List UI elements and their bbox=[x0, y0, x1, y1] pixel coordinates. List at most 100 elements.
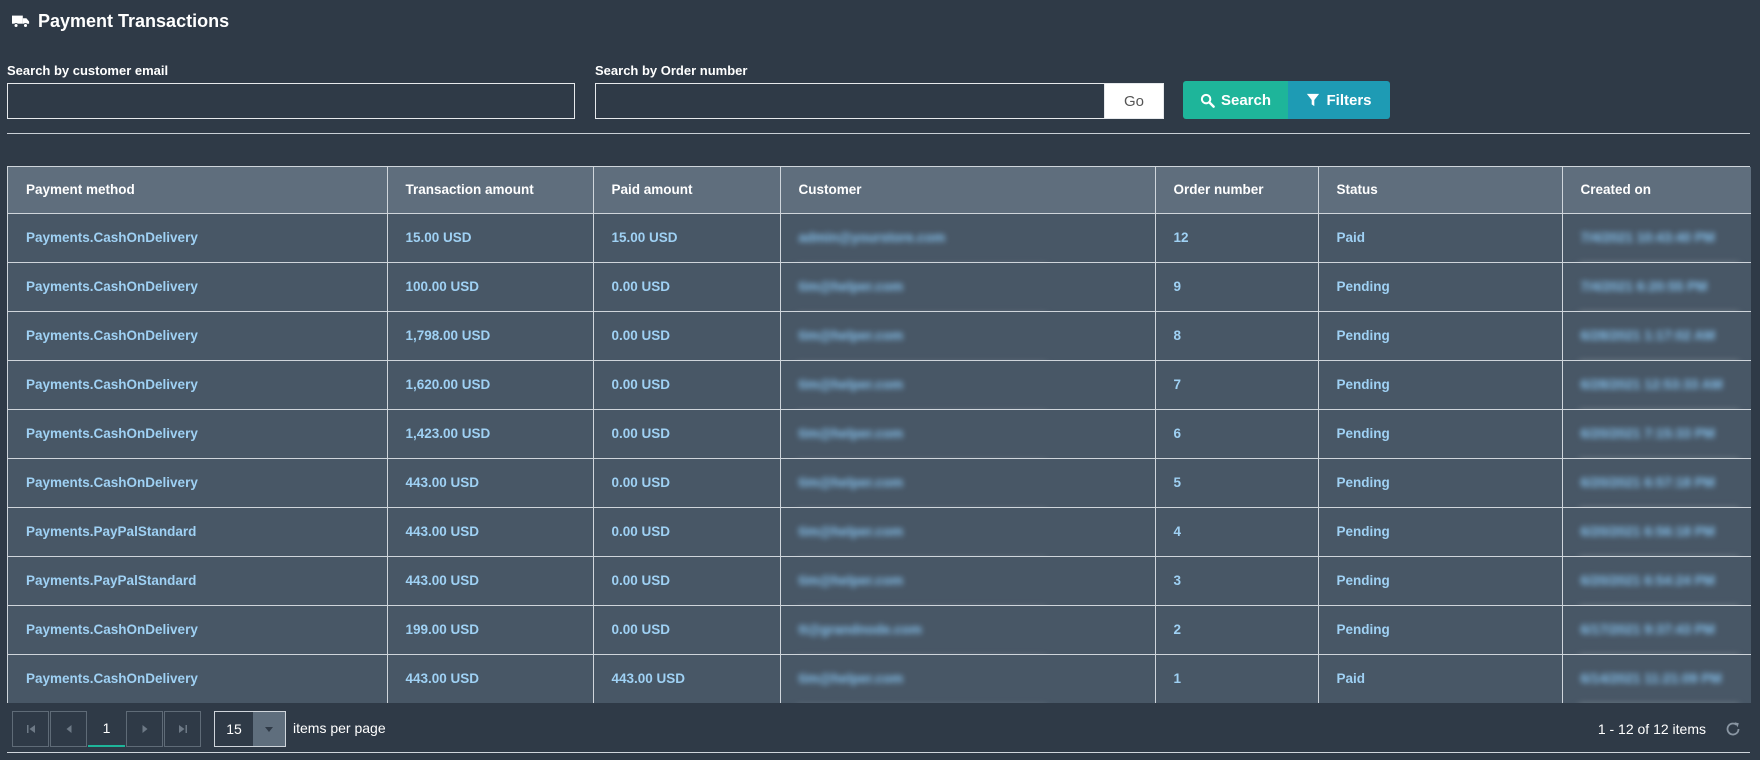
refresh-icon[interactable] bbox=[1724, 720, 1742, 738]
previous-page-button[interactable] bbox=[50, 711, 87, 747]
column-header-order-number[interactable]: Order number bbox=[1155, 167, 1319, 214]
transaction-amount-cell: 443.00 USD bbox=[387, 654, 594, 703]
table-row[interactable]: Payments.CashOnDelivery 100.00 USD 0.00 US… bbox=[8, 262, 1751, 312]
grid-header-row: Payment method Transaction amount Paid a… bbox=[8, 167, 1751, 214]
transaction-amount-cell: 199.00 USD bbox=[387, 605, 594, 655]
table-row[interactable]: Payments.PayPalStandard 443.00 USD 0.00 US… bbox=[8, 507, 1751, 557]
page-size-select[interactable]: 15 bbox=[214, 711, 286, 747]
customer-email: admin@yourstore.com bbox=[799, 230, 946, 245]
last-page-button[interactable] bbox=[164, 711, 201, 747]
order-number-cell: 8 bbox=[1155, 311, 1319, 361]
transaction-amount-cell: 443.00 USD bbox=[387, 507, 594, 557]
order-number-cell: 4 bbox=[1155, 507, 1319, 557]
created-date: 6/20/2021 7:15:33 PM bbox=[1581, 426, 1715, 441]
customer-email: tim@helper.com bbox=[799, 279, 904, 294]
next-page-button[interactable] bbox=[126, 711, 163, 747]
transaction-amount-cell: 15.00 USD bbox=[387, 213, 594, 263]
transaction-amount-cell: 443.00 USD bbox=[387, 556, 594, 606]
next-page-icon bbox=[142, 725, 147, 733]
payment-method-cell: Payments.PayPalStandard bbox=[8, 507, 388, 557]
payment-method-cell: Payments.CashOnDelivery bbox=[8, 409, 388, 459]
customer-cell: tim@helper.com bbox=[780, 360, 1156, 410]
paid-amount-cell: 0.00 USD bbox=[593, 409, 781, 459]
payment-method-cell: Payments.CashOnDelivery bbox=[8, 654, 388, 703]
go-button[interactable]: Go bbox=[1104, 83, 1164, 119]
page-title: Payment Transactions bbox=[38, 10, 230, 31]
search-button[interactable]: Search bbox=[1183, 81, 1288, 119]
created-date: 6/20/2021 6:56:18 PM bbox=[1581, 524, 1715, 539]
customer-email: tim@helper.com bbox=[799, 671, 904, 686]
customer-email: tim@helper.com bbox=[799, 377, 904, 392]
table-row[interactable]: Payments.CashOnDelivery 15.00 USD 15.00 US… bbox=[8, 213, 1751, 263]
customer-cell: tim@helper.com bbox=[780, 507, 1156, 557]
status-cell: Pending bbox=[1318, 262, 1563, 312]
table-row[interactable]: Payments.CashOnDelivery 443.00 USD 0.00 US… bbox=[8, 458, 1751, 508]
order-search-label: Search by Order number bbox=[595, 63, 748, 78]
created-on-cell: 6/20/2021 6:57:18 PM bbox=[1562, 458, 1751, 508]
table-row[interactable]: Payments.PayPalStandard 443.00 USD 0.00 US… bbox=[8, 556, 1751, 606]
created-date: 6/20/2021 6:54:24 PM bbox=[1581, 573, 1715, 588]
customer-cell: tim@helper.com bbox=[780, 654, 1156, 703]
page-size-value: 15 bbox=[226, 721, 242, 737]
paid-amount-cell: 0.00 USD bbox=[593, 311, 781, 361]
table-row[interactable]: Payments.CashOnDelivery 1,798.00 USD 0.00 … bbox=[8, 311, 1751, 361]
payment-method-cell: Payments.CashOnDelivery bbox=[8, 262, 388, 312]
page-header: Payment Transactions bbox=[12, 8, 229, 34]
created-on-cell: 6/28/2021 12:53:33 AM bbox=[1562, 360, 1751, 410]
order-number-cell: 9 bbox=[1155, 262, 1319, 312]
column-header-transaction-amount[interactable]: Transaction amount bbox=[387, 167, 594, 214]
order-number-cell: 1 bbox=[1155, 654, 1319, 703]
created-on-cell: 6/14/2021 11:21:09 PM bbox=[1562, 654, 1751, 703]
customer-email: tim@helper.com bbox=[799, 328, 904, 343]
customer-email: tim@helper.com bbox=[799, 573, 904, 588]
order-search-input[interactable] bbox=[595, 83, 1105, 119]
paid-amount-cell: 15.00 USD bbox=[593, 213, 781, 263]
created-date: 6/17/2021 9:37:43 PM bbox=[1581, 622, 1715, 637]
search-icon bbox=[1200, 93, 1215, 108]
status-cell: Pending bbox=[1318, 556, 1563, 606]
current-page[interactable]: 1 bbox=[88, 711, 125, 747]
table-row[interactable]: Payments.CashOnDelivery 443.00 USD 443.00 … bbox=[8, 654, 1751, 703]
created-on-cell: 6/28/2021 1:17:02 AM bbox=[1562, 311, 1751, 361]
email-search-label: Search by customer email bbox=[7, 63, 169, 78]
chevron-down-icon[interactable] bbox=[253, 712, 285, 746]
transaction-amount-cell: 1,423.00 USD bbox=[387, 409, 594, 459]
order-number-cell: 3 bbox=[1155, 556, 1319, 606]
created-on-cell: 6/20/2021 6:56:18 PM bbox=[1562, 507, 1751, 557]
paid-amount-cell: 0.00 USD bbox=[593, 458, 781, 508]
filters-button[interactable]: Filters bbox=[1288, 81, 1390, 119]
column-header-created-on[interactable]: Created on bbox=[1562, 167, 1751, 214]
customer-email: tim@helper.com bbox=[799, 475, 904, 490]
customer-cell: tt@grandnode.com bbox=[780, 605, 1156, 655]
order-number-cell: 12 bbox=[1155, 213, 1319, 263]
table-row[interactable]: Payments.CashOnDelivery 199.00 USD 0.00 US… bbox=[8, 605, 1751, 655]
paid-amount-cell: 0.00 USD bbox=[593, 507, 781, 557]
payment-method-cell: Payments.CashOnDelivery bbox=[8, 311, 388, 361]
customer-cell: tim@helper.com bbox=[780, 556, 1156, 606]
payment-method-cell: Payments.CashOnDelivery bbox=[8, 605, 388, 655]
paid-amount-cell: 443.00 USD bbox=[593, 654, 781, 703]
table-row[interactable]: Payments.CashOnDelivery 1,423.00 USD 0.00 … bbox=[8, 409, 1751, 459]
status-cell: Pending bbox=[1318, 507, 1563, 557]
first-page-button[interactable] bbox=[12, 711, 49, 747]
created-date: 7/4/2021 6:20:55 PM bbox=[1581, 279, 1708, 294]
order-number-cell: 7 bbox=[1155, 360, 1319, 410]
email-search-input[interactable] bbox=[7, 83, 575, 119]
customer-cell: tim@helper.com bbox=[780, 311, 1156, 361]
status-cell: Pending bbox=[1318, 458, 1563, 508]
status-cell: Paid bbox=[1318, 213, 1563, 263]
customer-cell: admin@yourstore.com bbox=[780, 213, 1156, 263]
created-on-cell: 7/4/2021 10:43:40 PM bbox=[1562, 213, 1751, 263]
filter-icon bbox=[1307, 93, 1320, 107]
column-header-payment-method[interactable]: Payment method bbox=[8, 167, 388, 214]
column-header-customer[interactable]: Customer bbox=[780, 167, 1156, 214]
customer-email: tim@helper.com bbox=[799, 524, 904, 539]
column-header-paid-amount[interactable]: Paid amount bbox=[593, 167, 781, 214]
table-row[interactable]: Payments.CashOnDelivery 1,620.00 USD 0.00 … bbox=[8, 360, 1751, 410]
column-header-status[interactable]: Status bbox=[1318, 167, 1563, 214]
transaction-amount-cell: 100.00 USD bbox=[387, 262, 594, 312]
paid-amount-cell: 0.00 USD bbox=[593, 556, 781, 606]
pager: 1 15 items per page 1 - 12 of 12 items bbox=[7, 703, 1750, 753]
transaction-amount-cell: 1,798.00 USD bbox=[387, 311, 594, 361]
